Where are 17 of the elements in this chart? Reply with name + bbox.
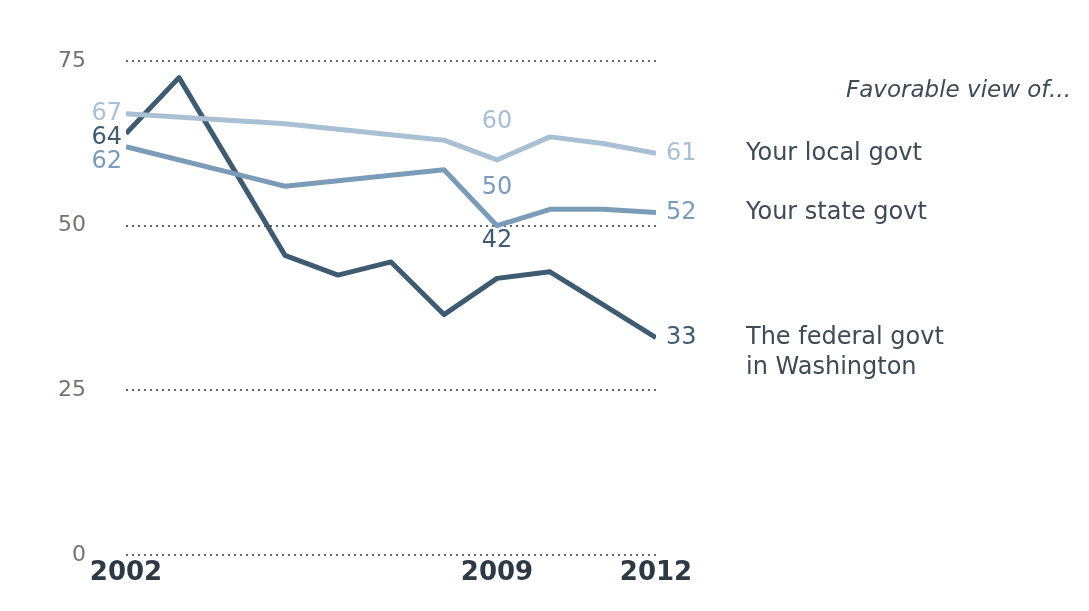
data-label: 42	[481, 224, 513, 253]
legend-title: Favorable view of...	[846, 76, 1071, 103]
x-tick-label: 2002	[89, 556, 163, 587]
x-tick-label: 2012	[619, 556, 693, 587]
text: The federal govt in Washington	[745, 321, 944, 380]
y-tick-label: 50	[57, 211, 86, 237]
data-label: 61	[666, 137, 697, 166]
text: Your local govt	[745, 137, 922, 166]
y-tick-label: 25	[57, 375, 86, 401]
data-label: 50	[481, 171, 513, 200]
data-label: 60	[481, 106, 513, 135]
x-tick-label: 2009	[460, 556, 534, 587]
data-label: 33	[666, 321, 697, 350]
y-tick-label: 0	[71, 540, 86, 566]
text: Your state govt	[745, 196, 927, 225]
data-label: 52	[666, 196, 697, 225]
y-tick-label: 75	[57, 46, 86, 72]
